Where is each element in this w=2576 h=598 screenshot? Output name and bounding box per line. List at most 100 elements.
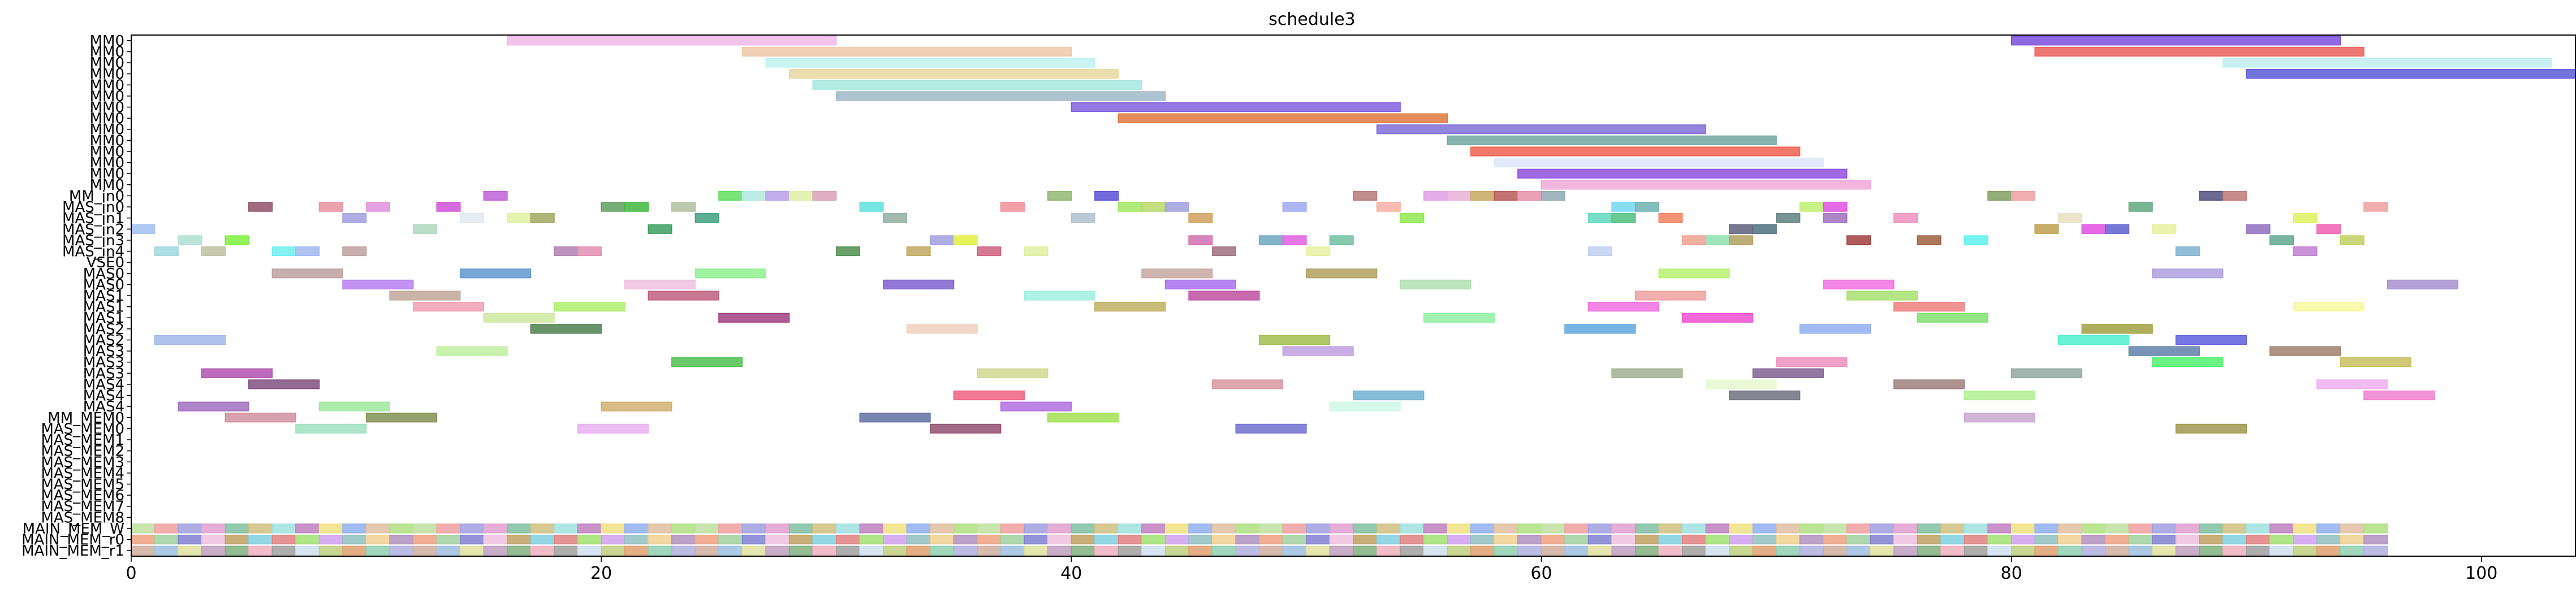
memory-cell [1071,523,1095,534]
task-bar [1823,213,1848,223]
memory-cell [1987,523,2012,534]
memory-cell [1729,523,1754,534]
memory-cell [1259,534,1284,545]
y-tick-label: MM0 [90,177,124,194]
task-bar [1071,213,1095,223]
memory-cell [1799,545,1824,556]
y-tick-label: MAS0 [83,276,124,293]
task-bar [201,368,273,378]
memory-cell [930,545,955,556]
task-bar [1164,202,1189,212]
memory-cell [1353,545,1378,556]
task-bar [483,190,508,201]
memory-cell [1047,545,1072,556]
task-bar [1000,202,1025,212]
memory-cell [694,545,719,556]
task-bar [1564,324,1636,334]
memory-cell [765,523,790,534]
memory-cell [1799,534,1824,545]
memory-cell [1870,534,1895,545]
x-tick-label: 40 [1060,564,1082,583]
memory-cell [694,534,719,545]
task-bar [694,213,719,223]
task-bar [2363,202,2388,212]
memory-cell [318,534,343,545]
memory-cell [1188,523,1213,534]
y-tick-label: MM0 [90,110,124,127]
memory-cell [2293,545,2318,556]
memory-cell [1047,534,1072,545]
y-tick-label: MAS1 [83,310,124,327]
memory-cell [1306,523,1331,534]
memory-cell [2152,523,2177,534]
memory-cell [1376,534,1401,545]
memory-cell [1541,545,1565,556]
task-bar [460,213,485,223]
y-tick-label: MAS_MEM5 [41,476,124,493]
task-bar [1353,190,1378,201]
y-tick-label: MAS_MEM3 [41,454,124,471]
memory-cell [624,523,649,534]
task-bar [883,279,955,289]
memory-cell [295,545,320,556]
memory-cell [225,534,249,545]
task-bar [1353,390,1425,401]
task-bar [648,291,719,301]
memory-cell [1587,534,1612,545]
memory-cell [930,523,955,534]
memory-cell [248,545,273,556]
task-bar [1658,268,1730,279]
memory-cell [131,523,156,534]
memory-cell [178,545,202,556]
memory-cell [460,523,485,534]
task-bar [1729,224,1754,234]
memory-cell [2340,534,2364,545]
memory-cell [1470,534,1495,545]
memory-cell [201,523,226,534]
memory-cell [1940,523,1965,534]
memory-cell [1634,523,1660,534]
y-tick-label: MM_in0 [69,188,124,205]
y-tick-label: MAS4 [83,388,124,405]
memory-cell [1564,534,1589,545]
task-bar [977,368,1048,378]
memory-cell [318,545,343,556]
memory-cell [2363,545,2388,556]
task-bar [1611,368,1683,378]
memory-cell [977,523,1002,534]
memory-cell [460,545,485,556]
memory-cell [365,534,390,545]
memory-cell [2222,523,2247,534]
memory-cell [412,523,438,534]
memory-cell [1682,523,1707,534]
task-bar [178,401,249,411]
y-tick-label: MAS_in3 [62,232,124,249]
task-bar [271,268,343,279]
memory-cell [1987,534,2012,545]
memory-cell [2246,545,2271,556]
memory-cell [1729,545,1754,556]
y-tick-label: MM0 [90,155,124,172]
memory-cell [1306,545,1331,556]
memory-cell [1306,534,1331,545]
memory-cell [1964,545,1988,556]
memory-cell [1940,545,1965,556]
task-bar [1917,235,1941,245]
memory-cell [1094,534,1119,545]
memory-cell [671,534,696,545]
y-tick-label: MM0 [90,144,124,161]
memory-cell [1141,534,1166,545]
memory-cell [295,523,320,534]
task-bar [342,213,367,223]
memory-cell [812,523,837,534]
task-bar [248,202,273,212]
task-bar [507,36,837,46]
memory-cell [859,545,884,556]
memory-cell [2152,545,2177,556]
memory-cell [671,523,696,534]
memory-cell [977,534,1002,545]
memory-cell [1423,523,1448,534]
task-bar [1141,268,1213,279]
